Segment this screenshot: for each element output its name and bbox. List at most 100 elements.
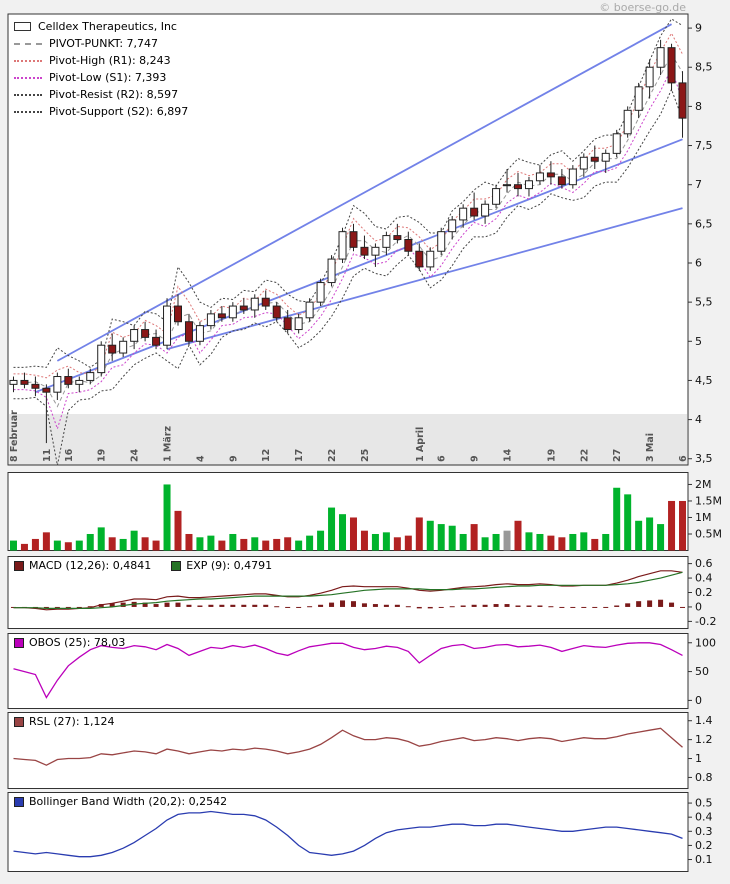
axis-tick-label: 0.1 [695,853,713,866]
pivot-resist-label: Pivot-Resist (R2): 8,597 [49,88,179,101]
date-label: 16 [64,448,75,462]
rsl-label: RSL (27): 1,124 [29,715,115,728]
bbw-swatch [14,796,24,807]
obos-panel: 100 50 0 OBOS (25): 78,03 [0,633,730,709]
axis-tick-label: 1.5M [695,494,722,507]
pivot-support-s2-line [13,88,683,466]
obos-swatch [14,637,24,648]
pivot-punkt-line-sample [14,42,42,45]
legend-pivot-high: Pivot-High (R1): 8,243 [14,52,188,69]
axis-tick-label: 4,5 [695,374,713,387]
axis-tick-label: 0.5M [695,527,722,540]
rsl-chart: 1.4 1.2 1 0.8 [0,712,730,789]
axis-tick-label: 100 [695,636,716,649]
volume-chart: 2M 1.5M 1M 0.5M [0,472,730,551]
legend-symbol-row: Celldex Therapeutics, Inc [14,18,188,35]
axis-tick-label: -0.2 [695,615,716,628]
macd-legend: MACD (12,26): 0,4841 EXP (9): 0,4791 [14,559,272,572]
axis-tick-label: 0.2 [695,586,713,599]
date-label: 3 Mai [645,433,656,462]
bbw-line [13,810,683,858]
date-label: 22 [327,449,338,462]
exp-legend-item: EXP (9): 0,4791 [171,559,272,572]
pivot-support-line-sample [14,110,42,113]
obos-svg: 100 50 0 [7,633,716,709]
date-label: 1 April [415,427,426,462]
exp-swatch [171,560,182,571]
date-label: 4 [195,455,206,462]
macd-line [13,570,683,611]
price-chart-legend: Celldex Therapeutics, Inc PIVOT-PUNKT: 7… [14,18,188,120]
obos-chart: 100 50 0 [0,633,730,709]
volume-bars [9,484,687,551]
volume-chart-svg: 2M 1.5M 1M 0.5M [7,472,722,551]
macd-chart-svg: 0.6 0.40.20 -0.2 [7,556,716,629]
obos-label: OBOS (25): 78,03 [29,636,126,649]
date-label: 9 [470,455,481,462]
axis-tick-label: 1M [695,511,712,524]
macd-signal-line [13,571,683,610]
pivot-low-label: Pivot-Low (S1): 7,393 [49,71,167,84]
axis-tick-label: 0.5 [695,797,713,810]
pivot-support-label: Pivot-Support (S2): 6,897 [49,105,189,118]
price-plot-area [7,13,689,466]
legend-pivot-resist: Pivot-Resist (R2): 8,597 [14,86,188,103]
bbw-label: Bollinger Band Width (20,2): 0,2542 [29,795,228,808]
axis-tick-label: 4 [695,413,702,426]
date-label: 25 [360,449,371,462]
price-chart: 9 8,5 8 7,5 7 6,5 6 5,5 5 4,5 4 3,5 8 Februar 11 16 19 2… [0,6,730,468]
price-chart-panel: 9 8,5 8 7,5 7 6,5 6 5,5 5 4,5 4 3,5 8 Februar 11 16 19 2… [0,6,730,468]
obos-line [13,642,683,699]
date-label: 6 [437,455,448,462]
pivot-punkt-label: PIVOT-PUNKT: 7,747 [49,37,159,50]
axis-tick-label: 0.4 [695,811,713,824]
pivot-low-line-sample [14,76,42,79]
pivot-high-line-sample [14,59,42,62]
exp-label: EXP (9): 0,4791 [186,559,273,572]
rsl-plot-area [7,712,689,789]
macd-swatch [14,560,24,571]
date-axis-strip [9,414,687,465]
macd-chart: 0.6 0.4 0.2 0 -0.2 [0,556,730,629]
pivot-low-s1-line [13,67,683,431]
bbw-legend-item: Bollinger Band Width (20,2): 0,2542 [14,795,227,808]
bbw-legend: Bollinger Band Width (20,2): 0,2542 [14,795,227,808]
axis-tick-label: 2M [695,478,712,491]
axis-tick-label: 0.8 [695,771,713,784]
legend-pivot-punkt: PIVOT-PUNKT: 7,747 [14,35,188,52]
axis-tick-label: 50 [695,665,709,678]
axis-tick-label: 0.4 [695,572,713,585]
axis-tick-label: 8,5 [695,61,713,74]
obos-legend: OBOS (25): 78,03 [14,636,125,649]
date-label: 9 [228,455,239,462]
axis-tick-label: 6 [695,256,702,269]
rsl-svg: 1.4 1.2 1 0.8 [7,712,713,789]
axis-tick-label: 0.3 [695,825,713,838]
axis-tick-label: 1.2 [695,733,713,746]
date-label: 17 [294,449,305,462]
date-label: 1 März [163,426,174,462]
macd-legend-item: MACD (12,26): 0,4841 [14,559,151,572]
candlestick-icon [14,22,31,31]
date-label: 11 [42,449,53,462]
axis-tick-label: 1.4 [695,714,713,727]
axis-tick-label: 9 [695,22,702,35]
axis-tick-label: 7 [695,178,702,191]
obos-legend-item: OBOS (25): 78,03 [14,636,125,649]
legend-pivot-support: Pivot-Support (S2): 6,897 [14,103,188,120]
symbol-title: Celldex Therapeutics, Inc [38,20,177,33]
date-label: 22 [579,449,590,462]
date-label: 14 [503,448,514,462]
pivot-high-label: Pivot-High (R1): 8,243 [49,54,171,67]
bbw-chart: 0.5 0.4 0.3 0.2 0.1 [0,792,730,872]
pivot-resist-line-sample [14,93,42,96]
date-label: 6 [678,455,689,462]
rsl-panel: 1.4 1.2 1 0.8 RSL (27): 1,124 [0,712,730,789]
macd-label: MACD (12,26): 0,4841 [29,559,152,572]
trendline [56,23,672,362]
date-label: 8 Februar [9,410,20,462]
rsl-swatch [14,716,24,727]
axis-tick-label: 5 [695,335,702,348]
axis-tick-label: 0.6 [695,557,713,570]
